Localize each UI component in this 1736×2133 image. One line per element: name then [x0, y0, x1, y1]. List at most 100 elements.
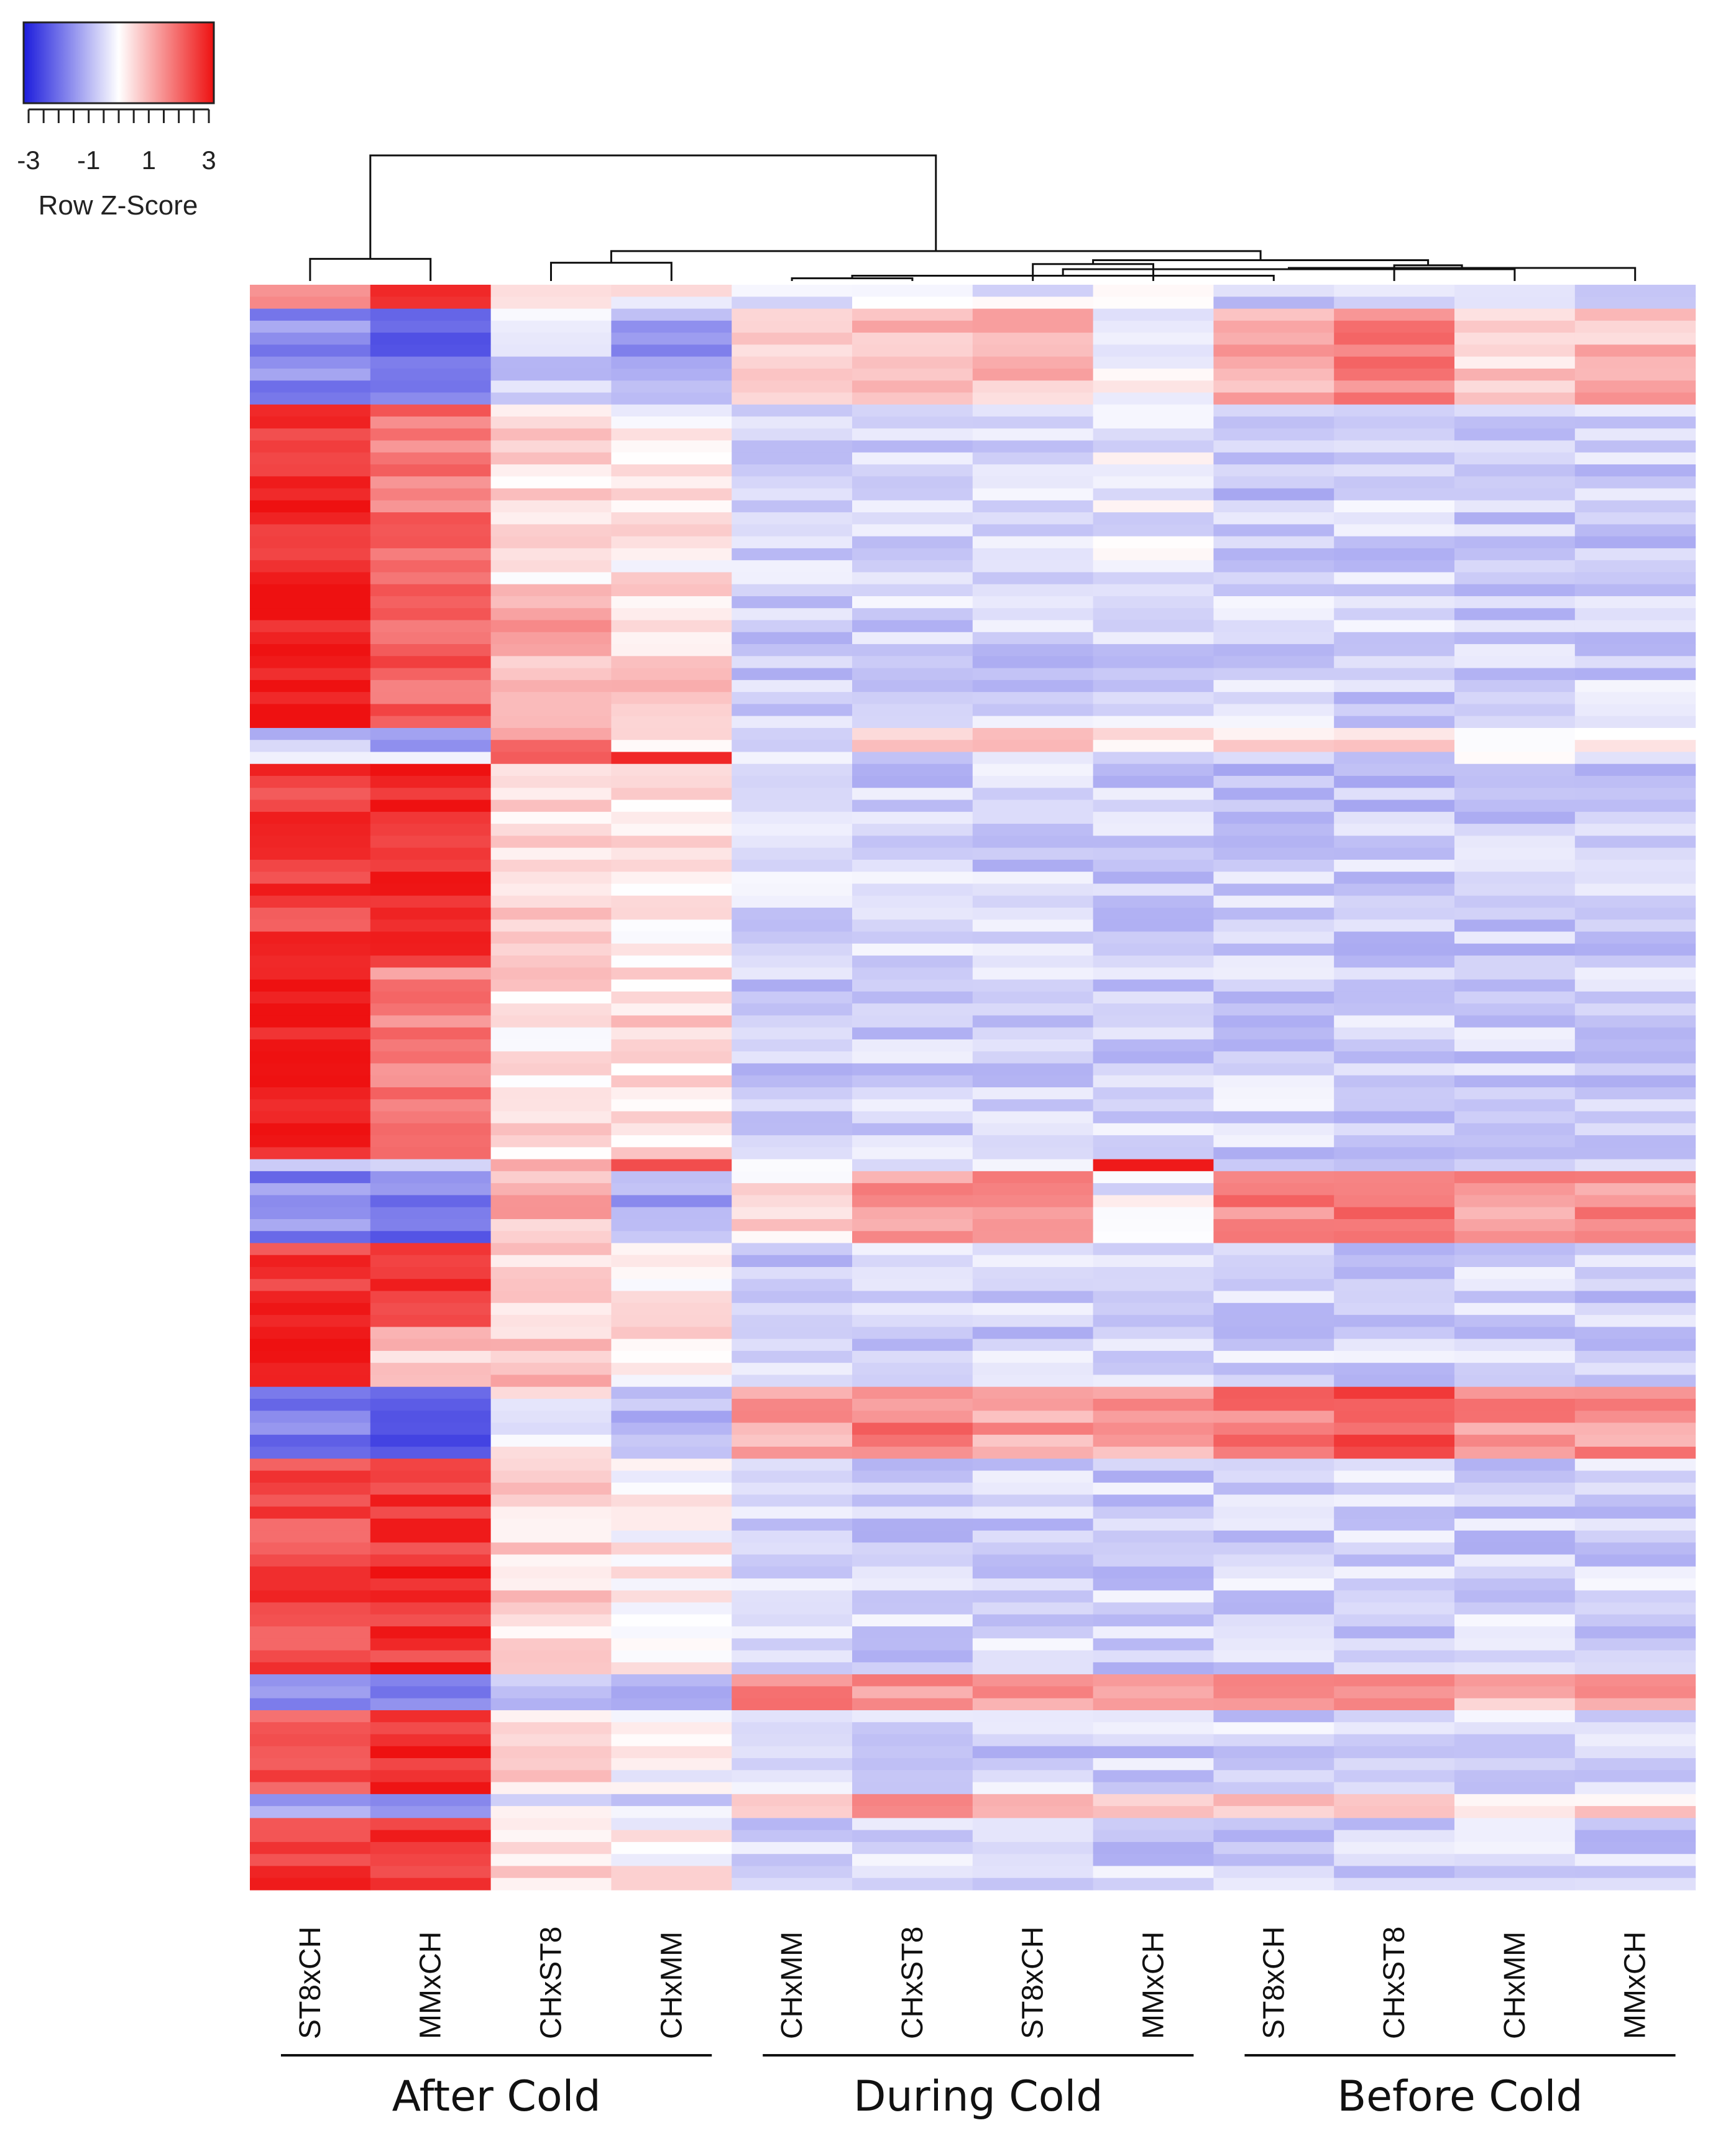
heatmap-cell [611, 1794, 732, 1807]
heatmap-cell [1093, 1207, 1214, 1220]
heatmap-cell [972, 907, 1094, 920]
heatmap-cell [490, 1877, 612, 1891]
heatmap-cell [1574, 752, 1696, 765]
heatmap-cell [1334, 1099, 1455, 1112]
heatmap-cell [1574, 464, 1696, 477]
heatmap-cell [732, 1854, 853, 1867]
column-label: CHxMM [776, 1932, 809, 2039]
heatmap-cell [1334, 1650, 1455, 1663]
heatmap-cell [250, 1447, 371, 1459]
heatmap-cell [1213, 1147, 1334, 1160]
heatmap-cell [1213, 1027, 1334, 1040]
heatmap-cell [1334, 1291, 1455, 1304]
heatmap-cell [972, 1315, 1094, 1327]
heatmap-cell [732, 620, 853, 633]
heatmap-cell [1574, 548, 1696, 561]
heatmap-cell [852, 1279, 973, 1292]
heatmap-cell [1454, 1350, 1576, 1363]
heatmap-cell [1574, 1770, 1696, 1783]
heatmap-cell [972, 1291, 1094, 1304]
heatmap-cell [1334, 811, 1455, 824]
heatmap-cell [490, 704, 612, 717]
heatmap-cell [370, 285, 492, 297]
heatmap-cell [732, 740, 853, 753]
heatmap-cell [490, 560, 612, 573]
heatmap-cell [732, 1159, 853, 1172]
heatmap-cell [611, 1495, 732, 1508]
heatmap-cell [1574, 1854, 1696, 1867]
heatmap-cell [370, 727, 492, 740]
heatmap-cell [370, 1566, 492, 1579]
heatmap-cell [370, 1542, 492, 1555]
heatmap-cell [1213, 872, 1334, 885]
heatmap-cell [1213, 1327, 1334, 1340]
heatmap-cell [611, 1135, 732, 1148]
heatmap-cell [1213, 1698, 1334, 1711]
heatmap-cell [490, 1602, 612, 1615]
heatmap-cell [972, 1770, 1094, 1783]
heatmap-cell [732, 404, 853, 417]
heatmap-cell [1334, 368, 1455, 381]
heatmap-cell [370, 572, 492, 585]
heatmap-cell [1454, 836, 1576, 849]
heatmap-cell [1334, 1087, 1455, 1100]
heatmap-cell [370, 1207, 492, 1220]
heatmap-cell [250, 1542, 371, 1555]
heatmap-cell [1093, 907, 1214, 920]
heatmap-cell [1213, 536, 1334, 549]
heatmap-cell [1574, 560, 1696, 573]
heatmap-cell [370, 883, 492, 896]
heatmap-cell [490, 1315, 612, 1327]
heatmap-cell [972, 1458, 1094, 1472]
heatmap-cell [611, 1506, 732, 1519]
heatmap-cell [1213, 656, 1334, 669]
heatmap-cell [1334, 1183, 1455, 1196]
heatmap-cell [1454, 584, 1576, 597]
heatmap-cell [611, 500, 732, 513]
heatmap-cell [250, 1422, 371, 1435]
heatmap-cell [1093, 847, 1214, 860]
heatmap-cell [250, 1111, 371, 1124]
heatmap-cell [370, 632, 492, 645]
heatmap-cell [1574, 1447, 1696, 1459]
heatmap-cell [1334, 1422, 1455, 1435]
heatmap-cell [732, 991, 853, 1004]
heatmap-cell [1454, 320, 1576, 333]
heatmap-cell [1454, 1506, 1576, 1519]
heatmap-cell [250, 1674, 371, 1687]
heatmap-cell [1213, 1495, 1334, 1508]
heatmap-cell [732, 692, 853, 705]
heatmap-cell [250, 1434, 371, 1447]
color-key-tick-label: -1 [77, 145, 100, 175]
heatmap-cell [490, 859, 612, 872]
heatmap-cell [370, 1626, 492, 1639]
heatmap-cell [1334, 1386, 1455, 1399]
heatmap-cell [370, 1003, 492, 1016]
heatmap-cell [972, 584, 1094, 597]
heatmap-cell [852, 1338, 973, 1352]
heatmap-cell [852, 1159, 973, 1172]
heatmap-cell [370, 692, 492, 705]
heatmap-cell [490, 1411, 612, 1424]
heatmap-cell [1574, 883, 1696, 896]
column-label: MMxCH [1137, 1932, 1170, 2039]
heatmap-cell [852, 632, 973, 645]
heatmap-cell [611, 1698, 732, 1711]
heatmap-cell [732, 919, 853, 933]
heatmap-cell [1334, 859, 1455, 872]
heatmap-cell [1093, 1267, 1214, 1279]
column-label: ST8xCH [1017, 1927, 1050, 2039]
heatmap-cell [732, 883, 853, 896]
heatmap-cell [852, 404, 973, 417]
heatmap-cell [972, 1123, 1094, 1136]
heatmap-cell [732, 392, 853, 405]
heatmap-cell [732, 1638, 853, 1651]
heatmap-cell [1454, 1698, 1576, 1711]
heatmap-cell [1093, 824, 1214, 836]
heatmap-cell [490, 476, 612, 489]
heatmap-cell [1454, 1147, 1576, 1160]
heatmap-cell [852, 1530, 973, 1543]
heatmap-cell [852, 1051, 973, 1064]
heatmap-cell [611, 1411, 732, 1424]
heatmap-cell [370, 1866, 492, 1879]
